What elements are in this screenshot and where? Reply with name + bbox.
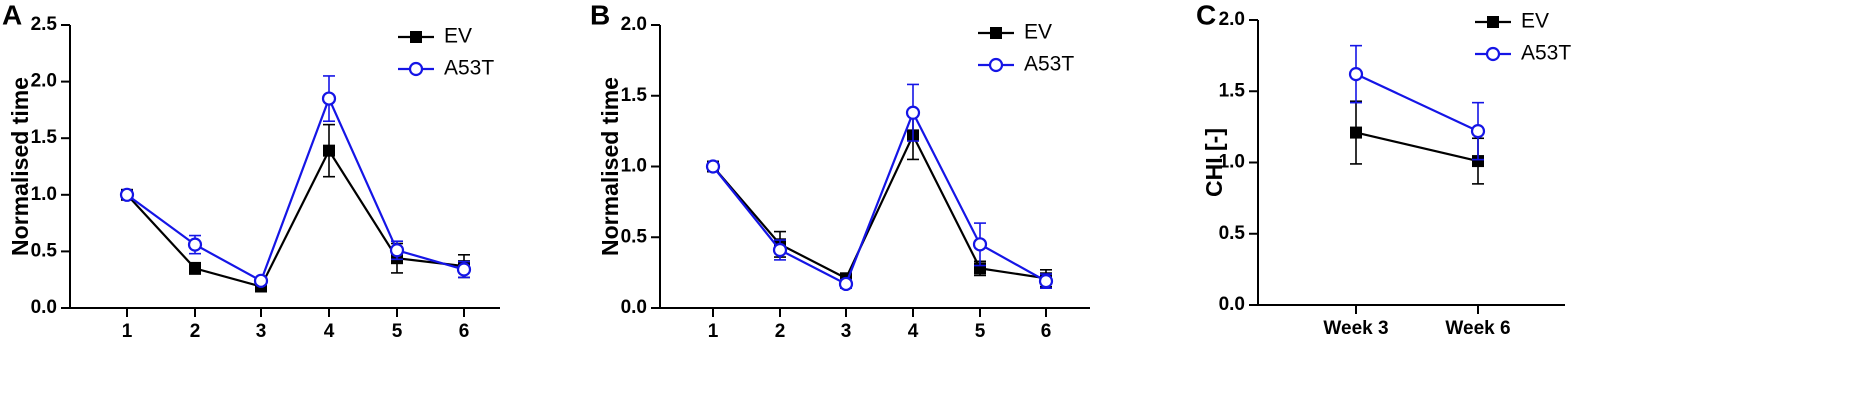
y-tick-label: 0.0 xyxy=(31,297,57,318)
x-tick-label: 6 xyxy=(459,321,470,342)
series-a53t xyxy=(705,83,1054,292)
y-tick-label: 1.0 xyxy=(1219,152,1245,173)
series-ev xyxy=(1350,100,1484,185)
data-point xyxy=(253,273,269,288)
panel-label: C xyxy=(1196,0,1216,30)
panel-label: B xyxy=(590,0,610,30)
x-tick-label: Week 3 xyxy=(1323,318,1388,339)
legend-label: A53T xyxy=(1521,42,1571,65)
legend-label: A53T xyxy=(444,57,494,80)
y-tick-label: 2.5 xyxy=(31,14,58,35)
y-tick-label: 2.0 xyxy=(621,14,647,35)
legend-label: EV xyxy=(1024,21,1052,44)
x-tick-label: 1 xyxy=(122,321,133,342)
x-tick-label: 3 xyxy=(256,321,267,342)
series-line xyxy=(1355,131,1479,163)
series-a53t xyxy=(119,75,472,288)
y-axis-title: Normalised time xyxy=(597,77,623,256)
y-axis-title: CHI [-] xyxy=(1201,128,1227,197)
y-tick-label: 1.5 xyxy=(1219,80,1246,101)
y-tick-label: 0.5 xyxy=(621,226,648,247)
x-tick-label: 4 xyxy=(908,321,919,342)
data-point xyxy=(1472,155,1484,168)
x-tick-label: 2 xyxy=(775,321,786,342)
legend: EV A53T xyxy=(1475,10,1571,65)
legend-marker xyxy=(408,61,424,77)
legend-label: EV xyxy=(444,25,472,48)
data-point xyxy=(119,187,135,202)
data-point xyxy=(1038,274,1054,289)
data-point xyxy=(705,159,721,174)
y-tick-label: 1.5 xyxy=(621,85,648,106)
legend-marker xyxy=(1487,16,1499,28)
series-line xyxy=(1355,73,1479,133)
y-axis-title: Normalised time xyxy=(7,77,33,256)
legend-marker xyxy=(990,27,1002,39)
series-ev xyxy=(121,123,470,293)
series-line xyxy=(126,148,465,288)
data-point xyxy=(1470,124,1486,139)
legend: EV A53T xyxy=(398,25,494,80)
panel-b: B 0.0 0.5 1.0 1.5 2.0 1 2 3 4 5 6 Normalised time EV A… xyxy=(590,0,1090,342)
data-point xyxy=(1350,126,1362,139)
legend-marker xyxy=(410,31,422,43)
data-point xyxy=(1348,67,1364,82)
legend-label: EV xyxy=(1521,10,1549,33)
y-tick-label: 2.0 xyxy=(1219,9,1245,30)
legend-marker xyxy=(1485,46,1501,62)
legend: EV A53T xyxy=(978,21,1074,76)
data-point xyxy=(972,237,988,252)
series-line xyxy=(712,132,1047,280)
data-point xyxy=(838,276,854,292)
panel-a: A 0.0 0.5 1.0 1.5 2.0 2.5 1 2 3 4 5 6 Normalised time… xyxy=(2,0,500,342)
y-tick-label: 0.5 xyxy=(1219,223,1246,244)
y-tick-label: 0.0 xyxy=(1219,294,1245,315)
data-point xyxy=(187,237,203,252)
x-tick-label: 4 xyxy=(324,321,335,342)
data-point xyxy=(456,262,472,277)
x-tick-label: 2 xyxy=(190,321,201,342)
data-point xyxy=(189,262,201,275)
legend-label: A53T xyxy=(1024,53,1074,76)
y-tick-label: 0.5 xyxy=(31,240,58,261)
y-tick-label: 2.0 xyxy=(31,71,57,92)
panel-c: C 0.0 0.5 1.0 1.5 2.0 Week 3 Week 6 CHI [-] EV A53… xyxy=(1196,0,1571,339)
x-tick-label: Week 6 xyxy=(1445,318,1510,339)
y-tick-label: 1.0 xyxy=(621,156,647,177)
series-line xyxy=(126,95,465,283)
data-point xyxy=(323,144,335,157)
y-tick-label: 0.0 xyxy=(621,297,647,318)
data-point xyxy=(389,243,405,258)
x-tick-label: 6 xyxy=(1041,321,1052,342)
series-line xyxy=(712,110,1047,286)
legend-marker xyxy=(988,57,1004,73)
data-point xyxy=(905,105,921,120)
x-tick-label: 3 xyxy=(841,321,852,342)
panel-label: A xyxy=(2,0,22,30)
data-point xyxy=(772,242,788,258)
x-tick-label: 5 xyxy=(392,321,403,342)
data-point xyxy=(321,91,337,106)
x-tick-label: 1 xyxy=(708,321,719,342)
x-tick-label: 5 xyxy=(975,321,986,342)
y-tick-label: 1.5 xyxy=(31,127,58,148)
y-tick-label: 1.0 xyxy=(31,184,57,205)
series-a53t xyxy=(1348,44,1486,161)
